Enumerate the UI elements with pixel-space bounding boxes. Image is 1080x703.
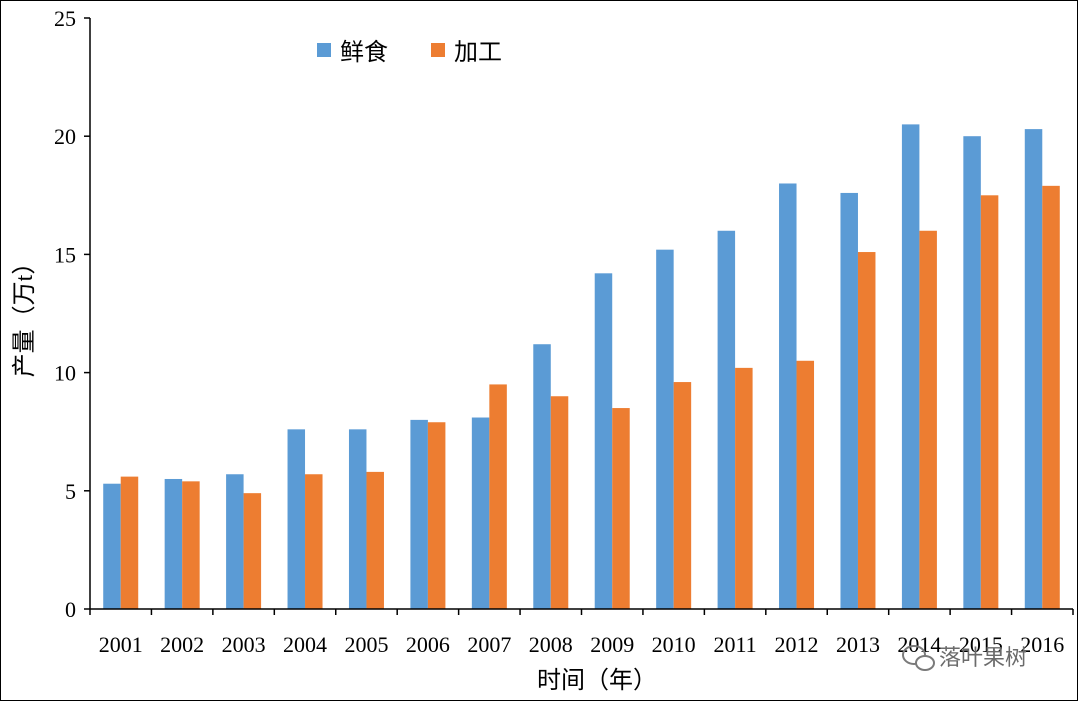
wechat-icon (902, 645, 935, 671)
y-tick-label: 10 (54, 361, 76, 386)
x-tick-label: 2013 (836, 632, 880, 657)
y-axis-label: 产量（万t） (11, 251, 38, 378)
x-tick-label: 2004 (283, 632, 327, 657)
x-axis: 2001 2002 2003 2004 2005 2006 2007 2008 2009 2010… (89, 608, 1074, 657)
bar-processed-2004 (305, 474, 323, 609)
x-tick-label: 2009 (590, 632, 634, 657)
bar-processed-2007 (489, 384, 507, 609)
x-tick-label: 2003 (222, 632, 266, 657)
x-tick-label: 2005 (344, 632, 388, 657)
watermark-text: 落叶果树 (939, 646, 1027, 671)
y-tick-label: 0 (65, 597, 76, 622)
y-tick-label: 15 (54, 242, 76, 267)
y-tick-label: 5 (65, 479, 76, 504)
x-axis-label: 时间（年） (537, 667, 657, 694)
bar-processed-2002 (182, 481, 200, 609)
bar-processed-2010 (673, 382, 692, 609)
bar-processed-2013 (857, 252, 876, 610)
x-tick-label: 2006 (406, 632, 450, 657)
bar-fresh-2014 (901, 124, 920, 609)
plot-area (103, 124, 1060, 610)
bar-fresh-2013 (840, 192, 858, 609)
x-tick-label: 2001 (99, 632, 143, 657)
bar-processed-2009 (612, 408, 630, 609)
bar-processed-2014 (919, 230, 937, 609)
bar-processed-2012 (796, 360, 815, 609)
watermark: 落叶果树 (902, 645, 1027, 671)
legend-swatch-fresh (317, 43, 331, 57)
legend-label-fresh: 鲜食 (340, 39, 388, 66)
bar-fresh-2005 (348, 429, 367, 609)
x-tick-label: 2014 (897, 632, 941, 657)
x-tick-label: 2008 (529, 632, 573, 657)
x-tick-label: 2015 (959, 632, 1003, 657)
bar-fresh-2007 (471, 417, 490, 609)
x-tick-label: 2010 (652, 632, 696, 657)
bar-fresh-2006 (410, 419, 428, 609)
bar-fresh-2001 (103, 483, 121, 609)
bar-processed-2015 (980, 195, 999, 610)
bar-fresh-2008 (533, 344, 551, 609)
bar-fresh-2011 (717, 230, 736, 609)
legend: 鲜食 加工 (317, 39, 502, 66)
bar-fresh-2009 (594, 273, 613, 609)
bar-processed-2001 (120, 476, 139, 609)
bar-fresh-2012 (779, 183, 797, 610)
x-tick-label: 2011 (714, 632, 757, 657)
bar-processed-2003 (243, 493, 262, 609)
bar-processed-2008 (550, 396, 569, 609)
legend-label-processed: 加工 (454, 39, 502, 66)
y-axis: 0 5 10 15 20 25 (54, 6, 91, 622)
legend-swatch-processed (431, 43, 445, 57)
bar-fresh-2010 (656, 249, 674, 610)
bar-processed-2006 (427, 422, 446, 609)
bar-processed-2016 (1042, 185, 1060, 609)
bar-fresh-2015 (963, 136, 981, 609)
x-tick-label: 2012 (775, 632, 819, 657)
bar-fresh-2016 (1024, 129, 1043, 610)
x-tick-label: 2016 (1020, 632, 1064, 657)
bar-fresh-2002 (164, 478, 183, 609)
bar-fresh-2003 (226, 474, 244, 609)
y-tick-label: 25 (54, 6, 76, 31)
bar-fresh-2004 (287, 429, 306, 609)
x-tick-label: 2007 (467, 632, 511, 657)
bar-processed-2011 (735, 367, 753, 609)
bar-processed-2005 (366, 471, 384, 609)
x-tick-label: 2002 (160, 632, 204, 657)
y-tick-label: 20 (54, 124, 76, 149)
